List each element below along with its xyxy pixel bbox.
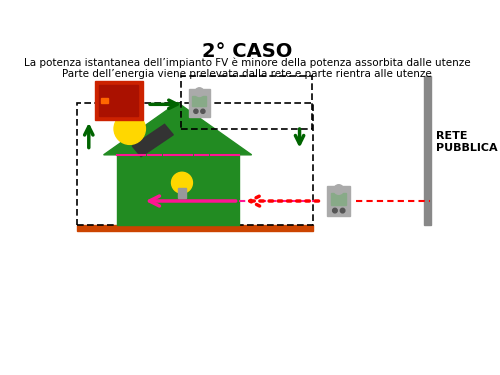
Circle shape (201, 109, 205, 113)
Polygon shape (104, 103, 252, 155)
Bar (328, 186, 350, 216)
Circle shape (172, 172, 192, 193)
Bar (189, 88, 210, 117)
Bar (101, 98, 108, 103)
Bar (424, 76, 431, 225)
Circle shape (334, 185, 344, 194)
Bar (181, 76, 312, 129)
Bar (178, 188, 186, 198)
Bar (192, 96, 206, 106)
Bar (331, 194, 346, 205)
Circle shape (332, 208, 337, 213)
Text: 2° CASO: 2° CASO (202, 42, 292, 61)
Text: RETE
PUBBLICA: RETE PUBBLICA (436, 131, 498, 153)
Bar (78, 103, 312, 225)
Circle shape (340, 208, 345, 213)
Circle shape (195, 88, 204, 96)
Text: Parte dell’energia viene prelevata dalla rete e parte rientra alle utenze: Parte dell’energia viene prelevata dalla… (62, 69, 432, 80)
Bar (95, 81, 143, 120)
Text: La potenza istantanea dell’impianto FV è minore della potenza assorbita dalle ut: La potenza istantanea dell’impianto FV è… (24, 57, 470, 68)
Bar (116, 155, 238, 225)
Polygon shape (132, 124, 173, 157)
Circle shape (114, 113, 146, 144)
Bar (99, 85, 138, 116)
Bar (78, 225, 312, 231)
Circle shape (194, 109, 198, 113)
